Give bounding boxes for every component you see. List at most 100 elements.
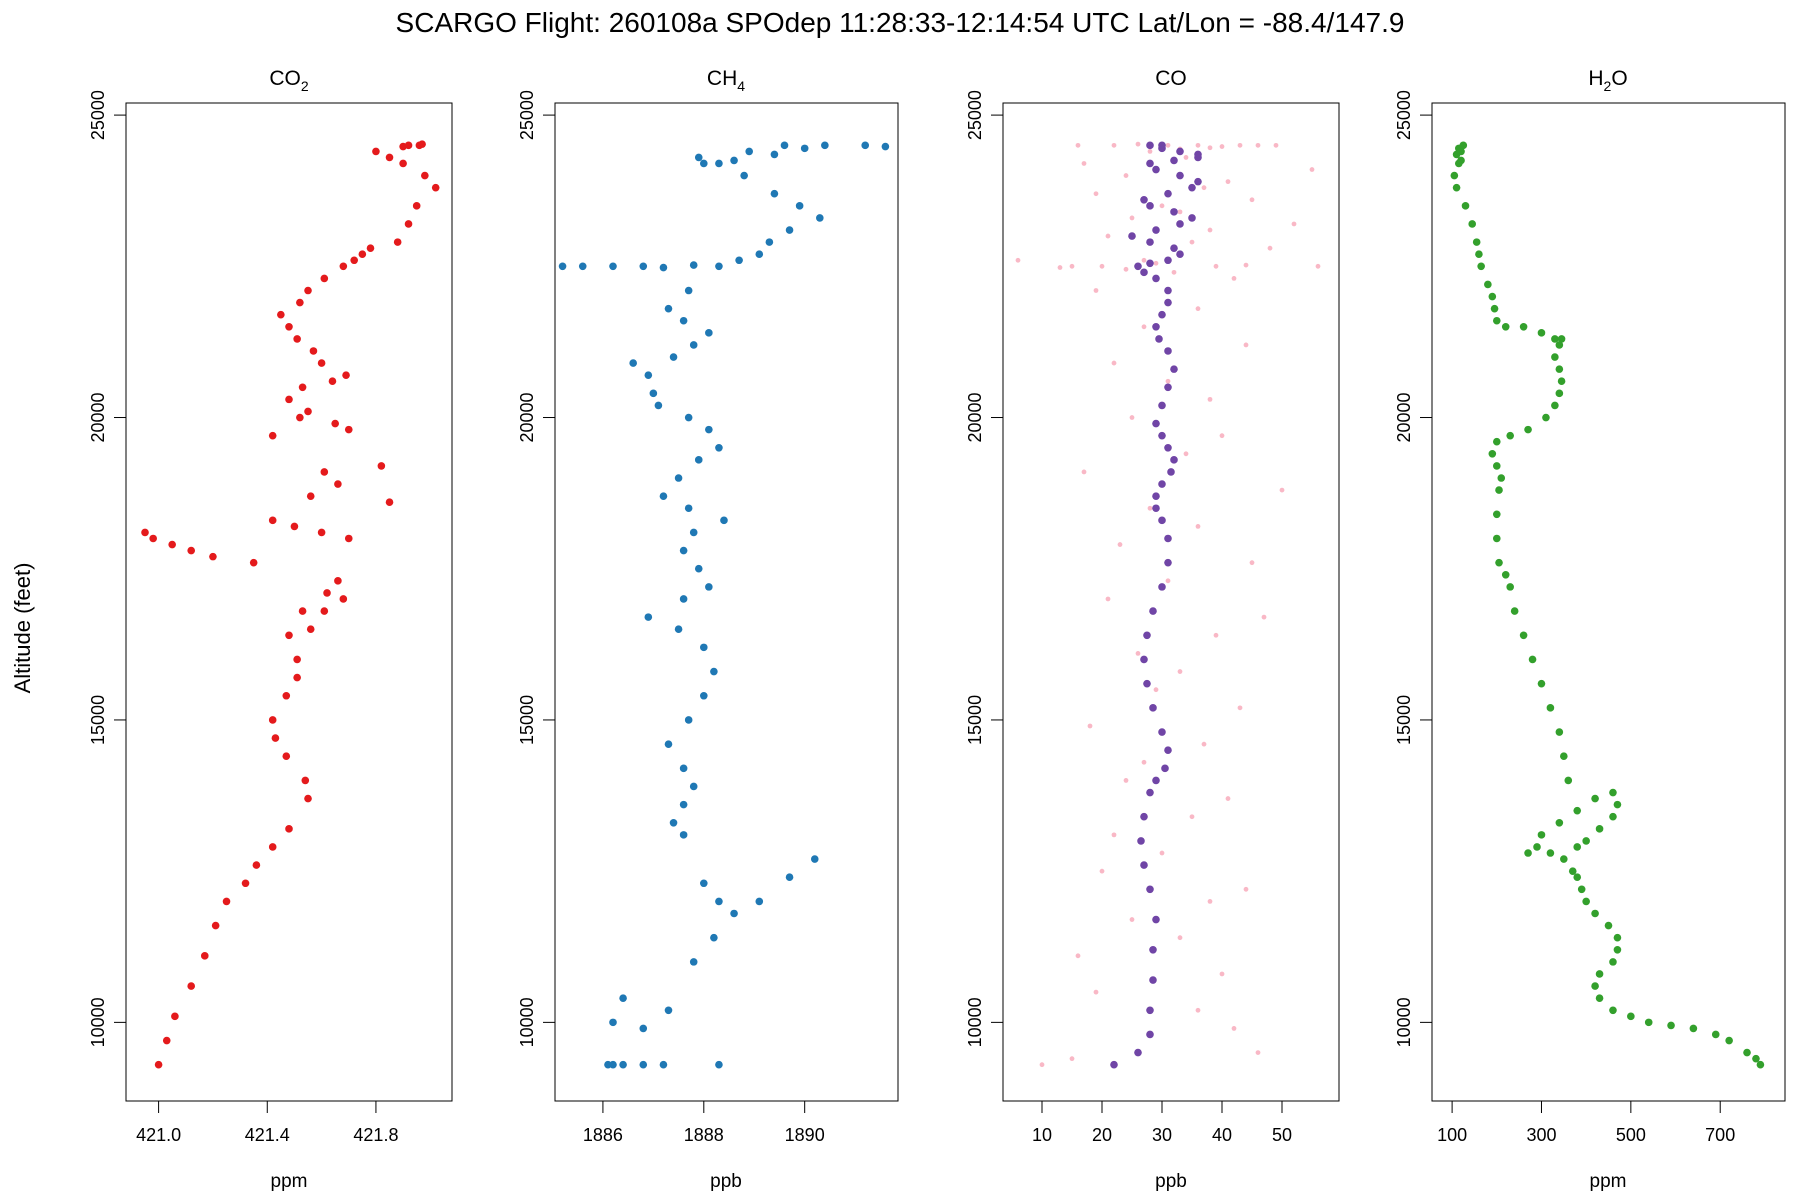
- data-point: [211, 921, 220, 930]
- data-point: [1189, 239, 1195, 245]
- data-point: [1170, 456, 1178, 464]
- data-point: [1146, 885, 1154, 894]
- data-point: [209, 552, 217, 561]
- data-point: [1093, 288, 1099, 293]
- data-point: [412, 202, 421, 210]
- data-point: [1195, 306, 1201, 312]
- data-point: [1667, 1021, 1675, 1030]
- data-point: [1213, 263, 1219, 269]
- data-point: [1537, 679, 1546, 688]
- data-point: [659, 492, 668, 500]
- data-point: [679, 546, 688, 555]
- data-point: [689, 261, 698, 269]
- data-point: [317, 359, 326, 367]
- data-point: [339, 595, 348, 603]
- data-point: [1573, 843, 1582, 851]
- data-point: [1546, 849, 1555, 857]
- data-point: [1105, 233, 1111, 239]
- data-point: [385, 153, 394, 162]
- data-point: [1743, 1048, 1751, 1057]
- y-tick-label: 20000: [965, 392, 985, 442]
- data-point: [1595, 970, 1604, 978]
- data-point: [1081, 469, 1087, 475]
- data-point: [1143, 631, 1151, 640]
- data-point: [694, 153, 703, 162]
- data-point: [1164, 443, 1172, 452]
- data-point: [1069, 1056, 1075, 1062]
- data-point: [271, 734, 280, 742]
- x-tick-label: 1886: [583, 1125, 623, 1145]
- data-point: [301, 776, 310, 785]
- data-point: [629, 359, 637, 367]
- data-point: [342, 371, 350, 379]
- data-point: [1243, 342, 1249, 348]
- data-point: [1147, 505, 1153, 511]
- data-point: [1555, 341, 1564, 349]
- plot-frame: [125, 102, 453, 1102]
- panel-co: CO 10000 15000 20000 25000 10 20 30 40 50 ppb: [965, 67, 1340, 1192]
- data-point: [1591, 794, 1599, 803]
- data-point: [1129, 415, 1135, 420]
- data-point: [715, 159, 723, 168]
- data-point: [1495, 486, 1503, 494]
- data-point: [1134, 262, 1142, 271]
- data-point: [1146, 1006, 1154, 1015]
- data-point: [609, 1060, 617, 1069]
- panel-title: H2O: [1588, 67, 1627, 94]
- data-point: [1183, 155, 1189, 160]
- x-tick-label: 1888: [684, 1125, 724, 1145]
- data-point: [1111, 360, 1117, 366]
- data-point: [664, 304, 673, 313]
- data-point: [715, 443, 723, 452]
- data-point: [674, 474, 683, 482]
- data-point: [1573, 806, 1582, 815]
- data-point: [1165, 578, 1171, 584]
- data-point: [1609, 958, 1617, 966]
- y-tick-label: 25000: [517, 90, 537, 140]
- data-point: [344, 534, 353, 543]
- data-point: [277, 310, 285, 319]
- data-point: [1510, 607, 1519, 615]
- data-point: [1165, 378, 1171, 384]
- data-point: [1249, 560, 1255, 566]
- data-point: [1170, 156, 1178, 165]
- data-point: [1568, 867, 1577, 875]
- data-point: [1273, 142, 1279, 148]
- data-point: [1519, 322, 1528, 331]
- y-tick-label: 15000: [965, 695, 985, 745]
- data-point: [1176, 220, 1184, 228]
- y-tick-label: 10000: [517, 997, 537, 1047]
- data-point: [1146, 202, 1154, 210]
- data-point: [1461, 202, 1470, 210]
- data-point: [1146, 1030, 1154, 1039]
- data-point: [609, 262, 617, 271]
- data-point: [1524, 425, 1532, 434]
- data-point: [1560, 752, 1568, 761]
- data-point: [1291, 221, 1297, 227]
- data-point: [1123, 173, 1129, 178]
- data-point: [1167, 468, 1175, 476]
- data-point: [1492, 316, 1501, 325]
- data-point: [1129, 215, 1135, 221]
- data-point: [320, 607, 329, 615]
- data-point: [1644, 1018, 1653, 1027]
- data-point: [290, 522, 299, 531]
- data-point: [154, 1060, 163, 1069]
- data-point: [1123, 266, 1129, 272]
- data-point: [1164, 534, 1172, 543]
- x-tick-label: 700: [1705, 1125, 1735, 1145]
- data-point: [689, 528, 698, 537]
- data-point: [785, 873, 794, 882]
- data-point: [1152, 226, 1160, 234]
- data-point: [252, 861, 261, 869]
- data-point: [730, 909, 738, 918]
- data-point: [1582, 897, 1590, 906]
- data-point: [1159, 850, 1165, 856]
- data-point: [1152, 274, 1160, 283]
- data-point: [1595, 994, 1604, 1002]
- data-point: [1524, 849, 1532, 857]
- data-point: [720, 516, 728, 525]
- data-point: [881, 142, 890, 151]
- data-point: [1146, 141, 1154, 150]
